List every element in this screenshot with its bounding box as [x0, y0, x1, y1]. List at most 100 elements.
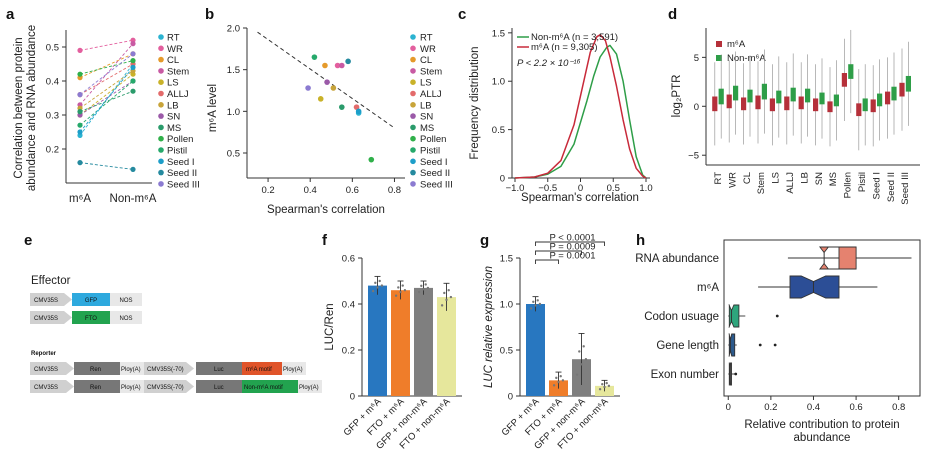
b-point: [305, 85, 311, 91]
e-polya-box-2: [282, 362, 306, 375]
h-notched-box: [728, 304, 740, 328]
f-replicate-dot: [376, 286, 379, 289]
a-legend-label: WR: [167, 44, 183, 55]
b-legend-dot: [410, 181, 416, 187]
e-gene-gfp-label: GFP: [85, 298, 97, 304]
b-legend-dot: [410, 135, 416, 142]
c-xtick-label: 0: [578, 183, 583, 194]
e-reporter-construct-nonm6a: CMV35S Ren Ploy(A) CMV35S(-70) Luc Non-m…: [30, 380, 322, 393]
f-replicate-dot: [426, 286, 430, 290]
e-promoter70-label: CMV35S(-70): [147, 367, 184, 373]
f-replicate-dot: [422, 288, 425, 291]
b-legend-dot: [410, 79, 416, 85]
f-replicate-dot: [440, 304, 444, 307]
a-legend-label: LB: [167, 100, 179, 111]
e-luc-label: Luc: [214, 367, 224, 373]
b-legend-label: ALLJ: [420, 89, 442, 100]
b-legend-dot: [410, 158, 416, 165]
e-m6a-motif-box: [242, 362, 282, 375]
f-replicate-dot: [417, 290, 421, 294]
g-replicate-dot: [598, 387, 602, 391]
g-significance-label: P < 0.0001: [550, 233, 596, 244]
b-legend-dot: [410, 45, 416, 52]
e-promoter-arrow: [30, 362, 74, 375]
a-connector-line: [79, 63, 134, 95]
h-xtick-label: 0.6: [849, 402, 862, 413]
a-point-nonm6a: [130, 64, 136, 70]
g-significance-label: P = 0.0001: [550, 251, 596, 262]
f-ylabel: LUC/Ren: [324, 303, 336, 350]
e-reporter-construct-m6a: CMV35S Ren Ploy(A) CMV35S(-70) Luc m⁶A m…: [30, 362, 306, 375]
g-replicate-dot: [555, 376, 558, 380]
e-promoter-label: CMV35S: [34, 316, 58, 322]
e-ren-label: Ren: [90, 367, 101, 373]
g-replicate-dot: [607, 384, 611, 388]
g-significance-bracket: [535, 259, 559, 264]
d-box-nonm6a: [833, 94, 839, 107]
a-legend-dot: [158, 68, 164, 74]
h-ytick-label: Exon number: [651, 369, 720, 381]
d-xtick-label: Seed I: [871, 172, 882, 199]
d-box-m6a: [712, 96, 718, 112]
b-point: [339, 104, 345, 110]
h-notched-box: [818, 246, 857, 270]
a-connector-line: [79, 60, 134, 75]
g-replicate-dot: [561, 379, 565, 382]
f-replicate-dot: [403, 289, 407, 292]
a-legend-dot: [158, 113, 164, 119]
a-connector-line: [79, 73, 134, 116]
d-box-m6a: [841, 73, 847, 87]
e-promoter-label: CMV35S: [34, 367, 58, 373]
f-bar: [414, 287, 433, 396]
h-ytick-label: Gene length: [656, 340, 719, 352]
d-box-m6a: [813, 98, 819, 112]
d-xtick-label: LB: [799, 172, 810, 184]
b-point: [355, 108, 362, 115]
e-ren-label: Ren: [90, 385, 101, 391]
c-legend-nonm6a: Non-m⁶A (n = 3,591): [531, 32, 618, 43]
d-box-nonm6a: [819, 92, 825, 105]
a-legend-label: Pollen: [167, 134, 193, 145]
b-point: [330, 85, 337, 91]
f-replicate-dot: [397, 286, 400, 289]
g-ylabel: LUC relative expression: [483, 266, 495, 388]
d-box-m6a: [741, 97, 747, 111]
a-legend-label: Stem: [167, 66, 189, 77]
a-point-nonm6a: [130, 41, 136, 47]
e-promoter70-label: CMV35S(-70): [147, 385, 184, 391]
b-legend-dot: [410, 113, 416, 119]
e-effector-title: Effector: [31, 275, 71, 287]
g-replicate-dot: [578, 350, 581, 353]
g-significance-bracket: [535, 241, 605, 246]
b-legend-label: Pistil: [420, 146, 440, 157]
d-box-nonm6a: [848, 64, 854, 79]
a-legend-label: SN: [167, 112, 180, 123]
a-legend-dot: [158, 34, 164, 40]
b-xtick-label: 0.4: [304, 185, 317, 196]
e-nonm6a-motif-label: Non-m⁶A motif: [244, 384, 283, 391]
g-bar: [526, 304, 545, 396]
d-ytick-label: −5: [688, 151, 699, 162]
c-xtick-label: −0.5: [538, 183, 557, 194]
d-xtick-label: CL: [742, 172, 753, 184]
d-box-nonm6a: [718, 88, 724, 105]
c-ytick-label: 0: [500, 174, 505, 185]
e-polya-box-2: [298, 380, 322, 393]
a-connector-line: [79, 162, 134, 170]
b-legend-label: LS: [420, 78, 432, 89]
d-box-nonm6a: [790, 87, 796, 102]
g-replicate-dot: [557, 380, 560, 384]
d-xtick-label: Pistil: [857, 172, 868, 192]
d-box-nonm6a: [747, 89, 753, 103]
e-promoter-arrow: [30, 311, 72, 324]
panel-label-c: c: [458, 6, 466, 23]
b-legend-label: SN: [420, 112, 433, 123]
a-connector-line: [79, 67, 134, 133]
a-legend-dot: [158, 90, 164, 97]
h-outlier-dot: [758, 343, 762, 347]
a-legend-label: RT: [167, 33, 180, 44]
e-promoter70-arrow: [144, 362, 194, 375]
a-connector-line: [79, 53, 134, 95]
